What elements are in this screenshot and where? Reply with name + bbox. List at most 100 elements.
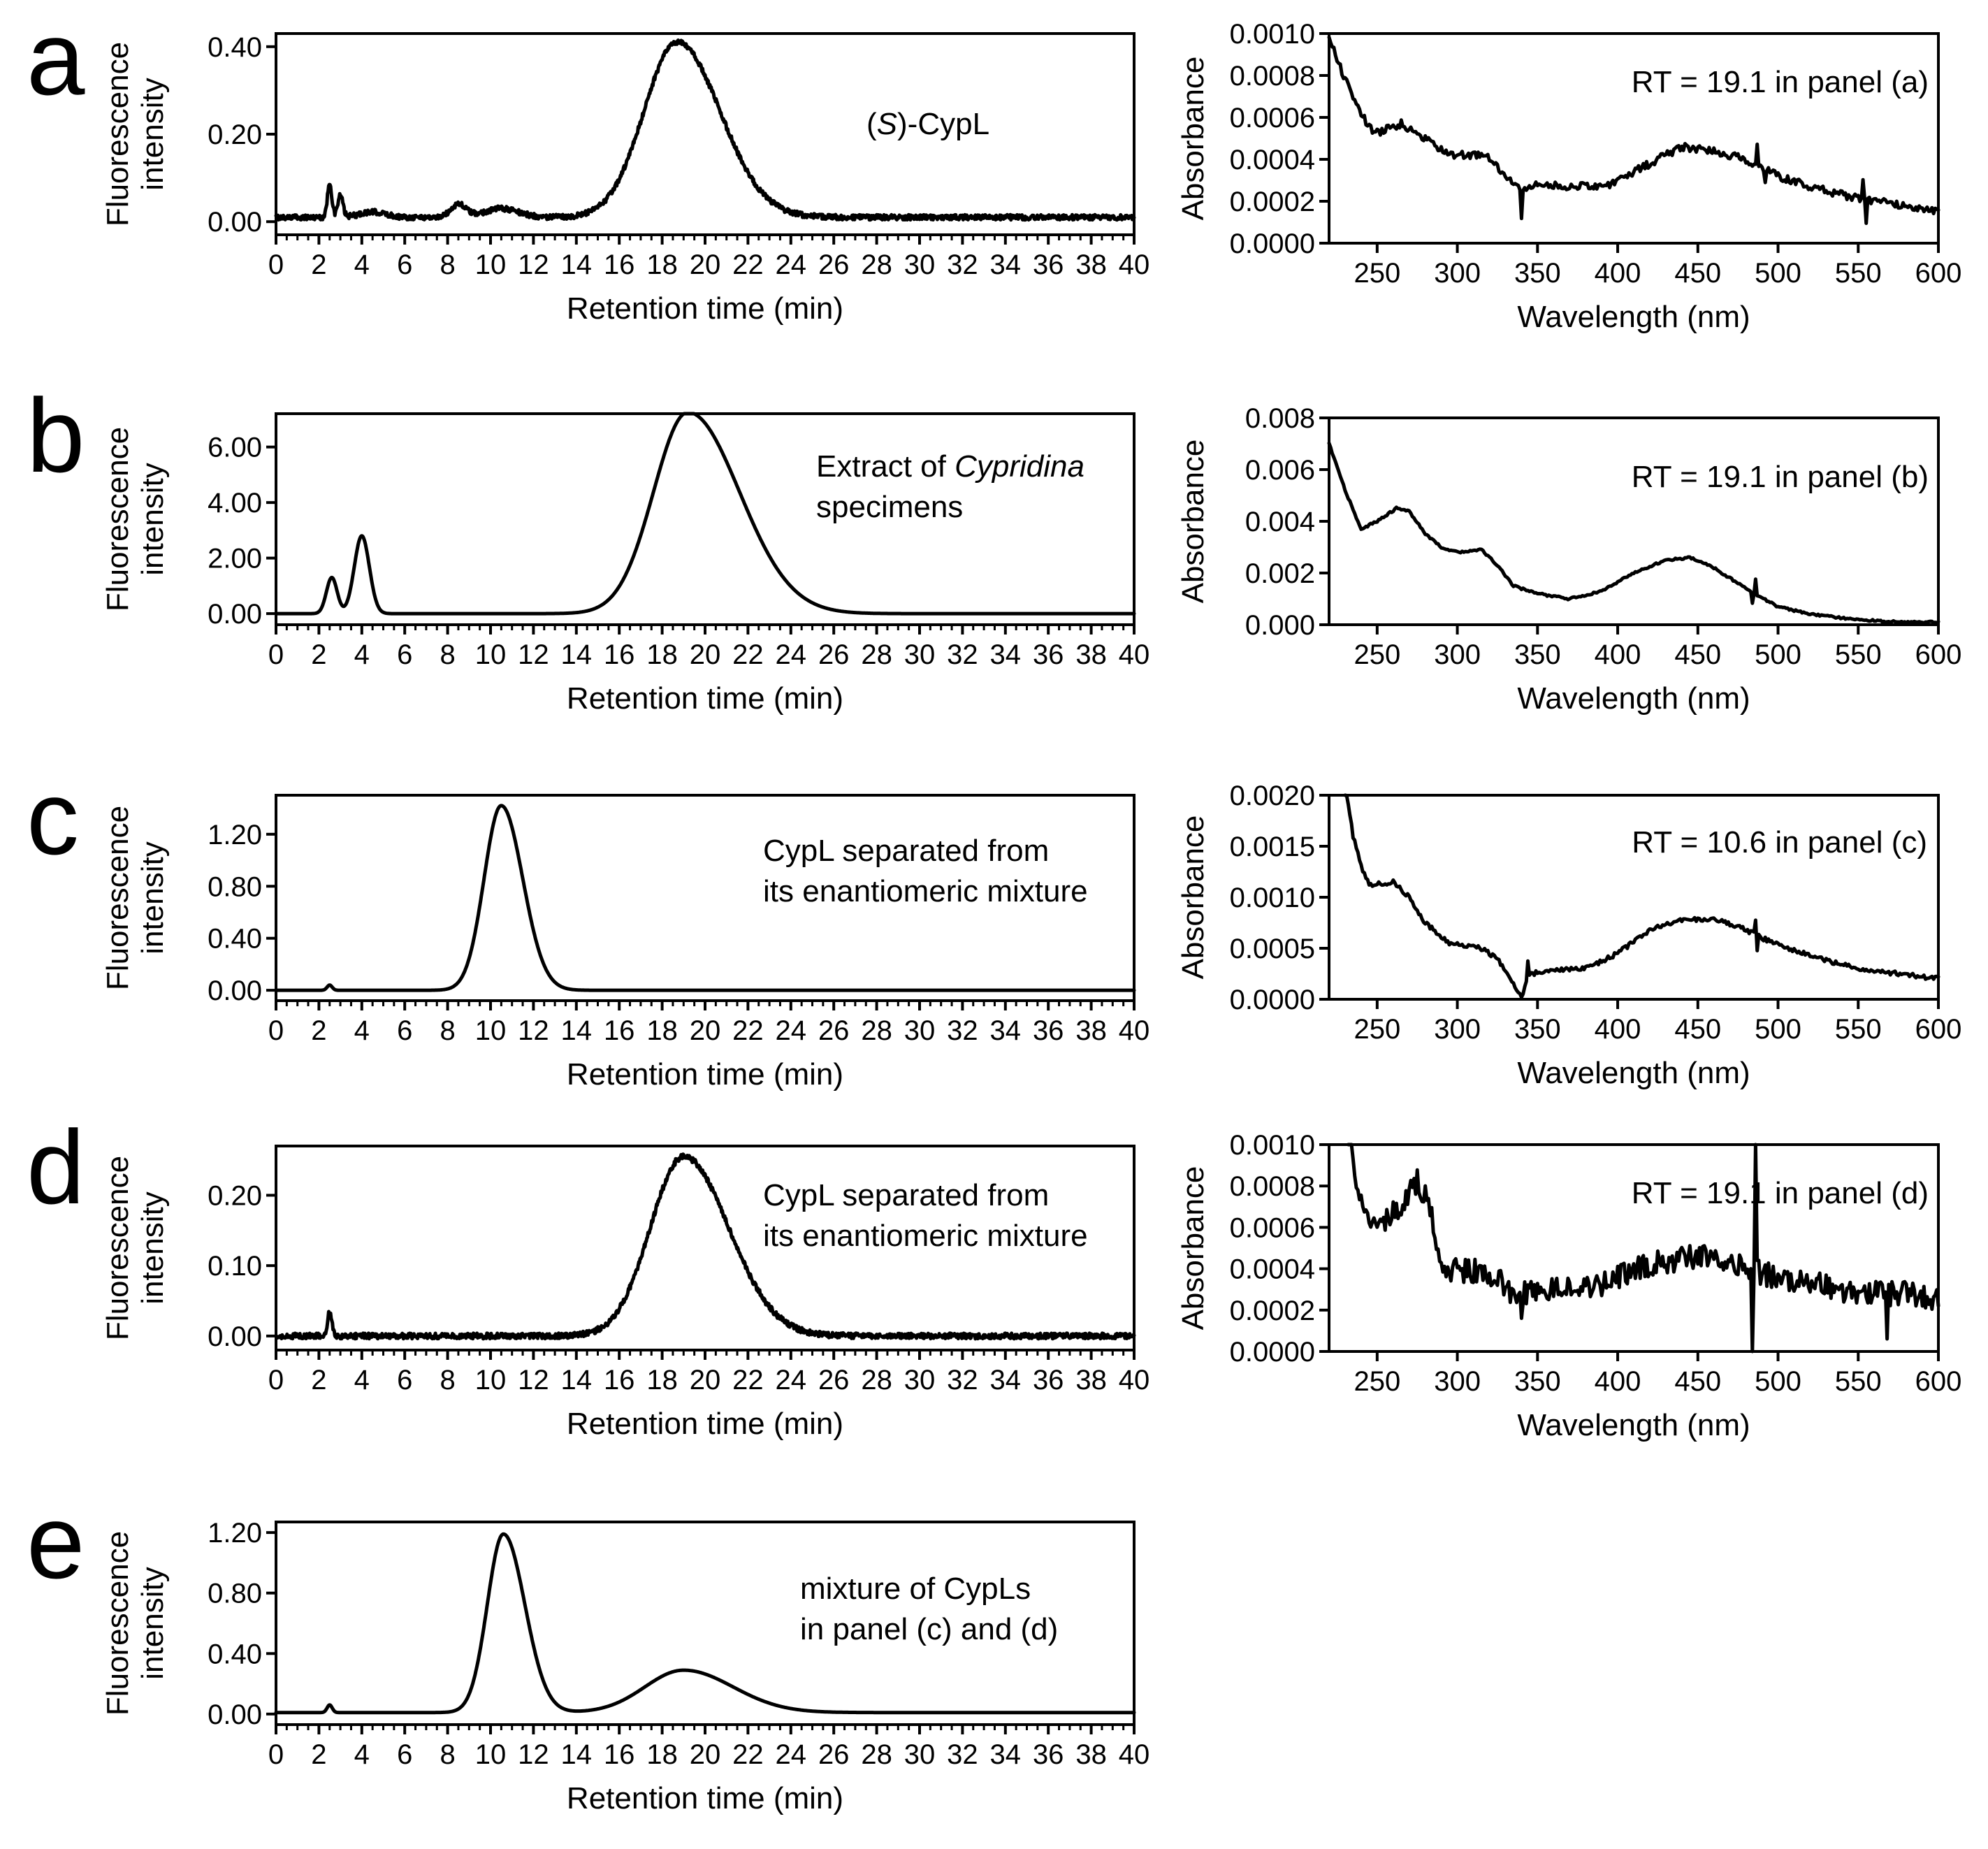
plot-frame bbox=[275, 32, 1136, 236]
plot-frame bbox=[1328, 416, 1940, 626]
x-tick-label: 38 bbox=[1075, 1015, 1107, 1046]
x-tick-label: 6 bbox=[397, 249, 412, 280]
y-axis-title: intensity bbox=[136, 1191, 170, 1304]
x-tick-label: 8 bbox=[440, 639, 455, 670]
y-axis-title: Fluorescence bbox=[101, 42, 135, 226]
x-tick-label: 26 bbox=[818, 1365, 850, 1395]
annotation-line: its enantiomeric mixture bbox=[763, 874, 1088, 908]
x-tick-label: 38 bbox=[1075, 249, 1107, 280]
x-tick-label: 32 bbox=[947, 1365, 978, 1395]
x-tick-label: 350 bbox=[1514, 258, 1561, 289]
x-tick-label: 600 bbox=[1915, 1014, 1962, 1045]
annotation-run: Cypridina bbox=[955, 449, 1084, 484]
y-tick-label: 0.0002 bbox=[1230, 187, 1315, 217]
y-tick-label: 0.0006 bbox=[1230, 1212, 1315, 1243]
annotation-run: RT = 19.1 in panel (b) bbox=[1632, 460, 1929, 494]
annotation-line: RT = 10.6 in panel (c) bbox=[1632, 825, 1927, 860]
x-tick-label: 40 bbox=[1119, 1365, 1150, 1395]
x-tick-label: 26 bbox=[818, 1015, 850, 1046]
y-tick-label: 0.00 bbox=[208, 599, 262, 630]
panel-letter-d: d bbox=[27, 1108, 85, 1226]
y-tick-label: 0.0000 bbox=[1230, 1337, 1315, 1368]
panel-letter-a: a bbox=[27, 0, 85, 117]
series-line-b-spectrum bbox=[1327, 441, 1940, 625]
x-tick-label: 0 bbox=[268, 249, 284, 280]
y-tick-label: 0.00 bbox=[208, 1699, 262, 1730]
x-tick-label: 600 bbox=[1915, 1366, 1962, 1397]
x-tick-label: 250 bbox=[1354, 639, 1400, 670]
x-tick-label: 300 bbox=[1434, 1014, 1481, 1045]
y-tick-label: 1.20 bbox=[208, 1518, 262, 1549]
annotation-line: in panel (c) and (d) bbox=[800, 1612, 1058, 1646]
x-tick-label: 36 bbox=[1033, 1365, 1064, 1395]
annotation-line: mixture of CypLs bbox=[800, 1572, 1031, 1606]
y-axis-title: Fluorescence bbox=[101, 1531, 135, 1716]
x-tick-label: 10 bbox=[475, 249, 507, 280]
x-tick-label: 20 bbox=[690, 1739, 721, 1770]
x-tick-label: 40 bbox=[1119, 1015, 1150, 1046]
x-axis-title: Retention time (min) bbox=[567, 1407, 843, 1441]
x-tick-label: 450 bbox=[1674, 1366, 1721, 1397]
y-tick-label: 0.002 bbox=[1245, 558, 1315, 589]
x-tick-label: 450 bbox=[1674, 639, 1721, 670]
y-tick-label: 0.20 bbox=[208, 1180, 262, 1211]
x-tick-label: 12 bbox=[518, 639, 549, 670]
x-tick-label: 34 bbox=[990, 1015, 1022, 1046]
x-tick-label: 34 bbox=[990, 249, 1022, 280]
x-tick-label: 0 bbox=[268, 1739, 284, 1770]
x-axis-title: Wavelength (nm) bbox=[1517, 300, 1750, 334]
annotation-run: mixture of CypLs bbox=[800, 1572, 1031, 1606]
x-tick-label: 4 bbox=[354, 1015, 370, 1046]
series-line-d-spectrum bbox=[1347, 1143, 1940, 1354]
x-tick-label: 450 bbox=[1674, 258, 1721, 289]
chart-c-chromatogram: 0 2 4 6 8 10 12 14 16 18 20 22 24 26 28 30 32 34 36 38 400.0… bbox=[101, 794, 1150, 1092]
series-line-a-spectrum bbox=[1327, 35, 1940, 225]
x-tick-label: 20 bbox=[690, 249, 721, 280]
x-tick-label: 550 bbox=[1835, 639, 1882, 670]
x-tick-label: 20 bbox=[690, 1365, 721, 1395]
x-tick-label: 28 bbox=[861, 1015, 892, 1046]
y-axis-title: intensity bbox=[136, 78, 170, 190]
x-tick-label: 22 bbox=[732, 249, 764, 280]
x-tick-label: 30 bbox=[904, 639, 936, 670]
x-tick-label: 350 bbox=[1514, 1014, 1561, 1045]
x-tick-label: 8 bbox=[440, 1739, 455, 1770]
y-tick-label: 6.00 bbox=[208, 433, 262, 463]
x-tick-label: 4 bbox=[354, 1365, 370, 1395]
x-tick-label: 10 bbox=[475, 1739, 507, 1770]
x-tick-label: 6 bbox=[397, 1739, 412, 1770]
annotation-run: in panel (c) and (d) bbox=[800, 1612, 1058, 1646]
y-axis-title: Absorbance bbox=[1176, 440, 1210, 604]
y-tick-label: 0.80 bbox=[208, 1579, 262, 1609]
y-tick-label: 0.0000 bbox=[1230, 985, 1315, 1015]
x-tick-label: 250 bbox=[1354, 258, 1400, 289]
x-tick-label: 450 bbox=[1674, 1014, 1721, 1045]
chart-a-chromatogram: 0 2 4 6 8 10 12 14 16 18 20 22 24 26 28 30 32 34 36 38 400.0… bbox=[101, 32, 1149, 326]
x-tick-label: 12 bbox=[518, 1015, 549, 1046]
y-tick-label: 2.00 bbox=[208, 544, 262, 574]
x-tick-label: 2 bbox=[311, 1365, 326, 1395]
panel-letter-e: e bbox=[27, 1483, 85, 1600]
x-tick-label: 550 bbox=[1835, 1366, 1882, 1397]
annotation-run: RT = 10.6 in panel (c) bbox=[1632, 825, 1927, 860]
x-tick-label: 550 bbox=[1835, 258, 1882, 289]
x-axis-title: Wavelength (nm) bbox=[1517, 1408, 1750, 1442]
x-tick-label: 30 bbox=[904, 1739, 936, 1770]
x-tick-label: 36 bbox=[1033, 249, 1064, 280]
x-tick-label: 12 bbox=[518, 1739, 549, 1770]
chart-c-spectrum: 250 300 350 400 450 500 550 600 0.0000 0.0005 0.00… bbox=[1176, 781, 1961, 1090]
x-tick-label: 36 bbox=[1033, 1015, 1064, 1046]
x-tick-label: 16 bbox=[604, 249, 635, 280]
x-tick-label: 500 bbox=[1755, 1366, 1801, 1397]
x-tick-label: 24 bbox=[776, 249, 807, 280]
annotation-line: CypL separated from bbox=[763, 834, 1049, 868]
y-axis-title: Fluorescence bbox=[101, 427, 135, 611]
x-tick-label: 6 bbox=[397, 639, 412, 670]
y-tick-label: 0.40 bbox=[208, 924, 262, 955]
series-line-c-chromatogram bbox=[274, 804, 1136, 992]
annotation-line: its enantiomeric mixture bbox=[763, 1219, 1088, 1253]
x-tick-label: 38 bbox=[1075, 1365, 1107, 1395]
series-line-b-chromatogram bbox=[274, 412, 1136, 616]
x-tick-label: 500 bbox=[1755, 258, 1801, 289]
y-tick-label: 0.0020 bbox=[1230, 781, 1315, 811]
